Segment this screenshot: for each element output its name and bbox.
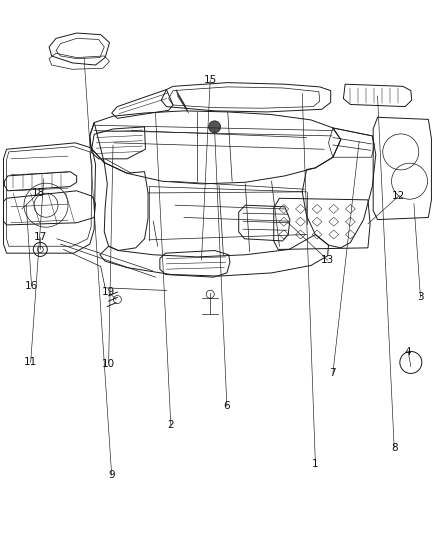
Text: 1: 1 [312, 459, 319, 469]
Text: 4: 4 [405, 347, 412, 357]
Text: 6: 6 [223, 401, 230, 411]
Text: 13: 13 [321, 255, 334, 265]
Text: 17: 17 [34, 232, 47, 242]
Text: 7: 7 [329, 368, 336, 378]
Text: 15: 15 [204, 75, 217, 85]
Text: 11: 11 [24, 358, 37, 367]
Text: 3: 3 [417, 293, 424, 302]
Text: 18: 18 [32, 188, 45, 198]
Circle shape [208, 121, 221, 133]
Text: 9: 9 [108, 471, 115, 480]
Text: 10: 10 [102, 359, 115, 368]
Text: 2: 2 [167, 421, 174, 430]
Text: 8: 8 [391, 443, 398, 453]
Text: 16: 16 [25, 281, 38, 290]
Text: 12: 12 [392, 191, 405, 201]
Text: 19: 19 [102, 287, 115, 297]
